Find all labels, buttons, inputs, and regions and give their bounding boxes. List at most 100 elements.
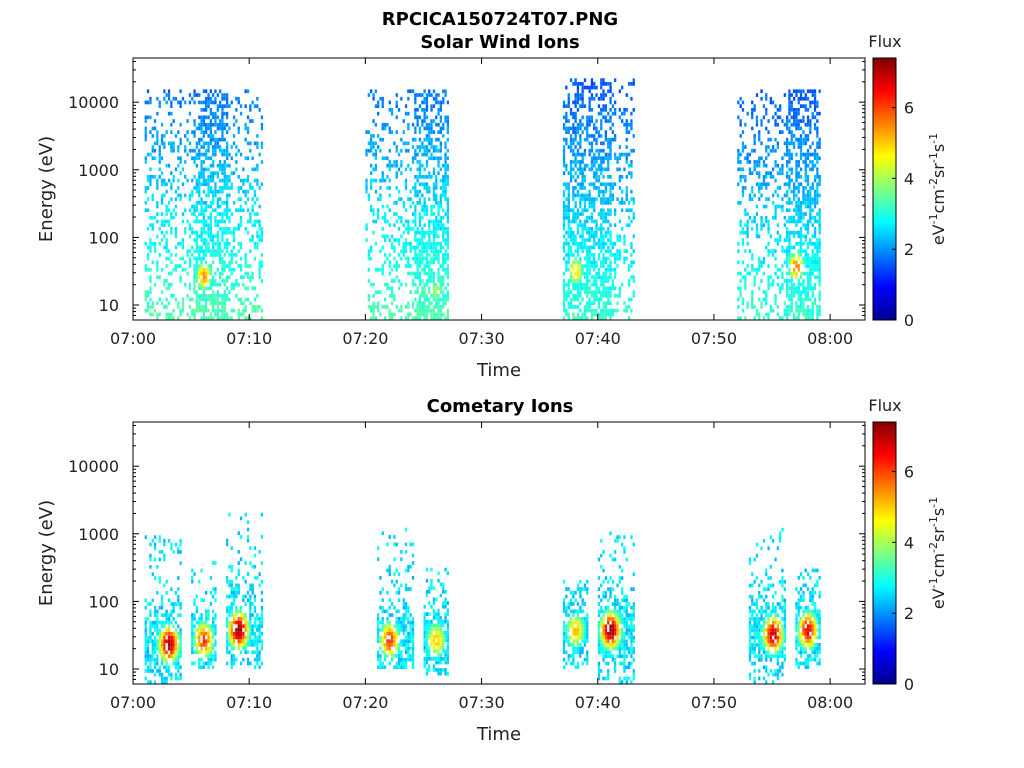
heatmap-cell [198, 624, 201, 629]
heatmap-cell [423, 119, 426, 123]
heatmap-cell [793, 230, 796, 235]
heatmap-cell [565, 264, 568, 268]
heatmap-cell [416, 160, 419, 164]
heatmap-cell [746, 160, 749, 164]
heatmap-cell [402, 602, 405, 606]
heatmap-cell [149, 178, 152, 183]
heatmap-cell [632, 82, 635, 86]
heatmap-cell [214, 639, 217, 643]
heatmap-cell [425, 241, 429, 246]
heatmap-cell [209, 312, 212, 317]
heatmap-cell [625, 197, 628, 201]
heatmap-cell [372, 316, 375, 320]
heatmap-cell [177, 624, 180, 629]
heatmap-cell [574, 134, 577, 138]
heatmap-cell [193, 156, 196, 161]
heatmap-cell [586, 264, 589, 268]
heatmap-cell [200, 616, 203, 621]
heatmap-cell [205, 178, 208, 183]
heatmap-cell [146, 643, 150, 647]
heatmap-cell [790, 271, 793, 276]
heatmap-cell [583, 148, 587, 153]
heatmap-cell [228, 126, 231, 131]
heatmap-cell [144, 598, 147, 603]
heatmap-cell [212, 275, 215, 280]
heatmap-cell [576, 316, 580, 320]
heatmap-cell [786, 282, 789, 287]
heatmap-cell [407, 230, 410, 235]
heatmap-cell [767, 279, 770, 283]
heatmap-cell [149, 100, 152, 105]
heatmap-cell [423, 241, 426, 246]
heatmap-cell [790, 294, 793, 298]
heatmap-cell [602, 160, 605, 164]
heatmap-cell [806, 119, 810, 123]
heatmap-cell [435, 201, 438, 205]
heatmap-cell [786, 163, 789, 168]
heatmap-cell [205, 130, 208, 134]
heatmap-cell [579, 271, 582, 276]
heatmap-cell [572, 160, 575, 164]
heatmap-cell [799, 119, 803, 123]
heatmap-cell [209, 576, 212, 580]
heatmap-cell [744, 286, 747, 291]
heatmap-cell [774, 189, 777, 194]
heatmap-cell [739, 279, 742, 283]
heatmap-cell [163, 680, 166, 684]
heatmap-cell [258, 550, 261, 554]
heatmap-cell [407, 89, 410, 94]
heatmap-cell [762, 115, 766, 120]
heatmap-cell [228, 219, 231, 224]
heatmap-cell [576, 108, 580, 112]
heatmap-cell [174, 676, 178, 681]
heatmap-cell [174, 665, 178, 670]
heatmap-cell [221, 256, 224, 261]
heatmap-cell [232, 227, 236, 231]
heatmap-cell [202, 275, 205, 280]
heatmap-cell [439, 279, 442, 283]
heatmap-cell [167, 249, 171, 253]
heatmap-cell [223, 171, 226, 175]
heatmap-cell [772, 249, 775, 253]
heatmap-cell [588, 108, 591, 112]
heatmap-cell [418, 238, 422, 242]
heatmap-cell [230, 635, 233, 640]
heatmap-cell [425, 152, 429, 157]
heatmap-cell [165, 628, 168, 632]
heatmap-cell [765, 294, 768, 298]
heatmap-cell [223, 186, 226, 190]
heatmap-cell [409, 312, 412, 317]
heatmap-cell [795, 108, 798, 112]
heatmap-cell [167, 672, 171, 677]
heatmap-cell [616, 238, 619, 242]
heatmap-cell [611, 253, 614, 257]
heatmap-cell [428, 230, 431, 235]
heatmap-cell [783, 193, 786, 198]
heatmap-cell [232, 308, 236, 313]
heatmap-cell [444, 316, 447, 320]
heatmap-cell [188, 256, 192, 261]
heatmap-cell [625, 160, 628, 164]
heatmap-cell [765, 186, 768, 190]
heatmap-cell [386, 186, 389, 190]
heatmap-cell [788, 208, 791, 213]
heatmap-cell [593, 294, 596, 298]
heatmap-cell [769, 96, 772, 101]
heatmap-cell [381, 104, 384, 108]
heatmap-cell [230, 267, 233, 272]
heatmap-cell [377, 650, 380, 655]
heatmap-cell [205, 104, 208, 108]
heatmap-cell [816, 186, 819, 190]
heatmap-cell [607, 163, 610, 168]
heatmap-cell [576, 96, 580, 101]
heatmap-cell [209, 89, 212, 94]
heatmap-cell [816, 316, 819, 320]
heatmap-cell [160, 267, 164, 272]
heatmap-cell [574, 137, 577, 142]
heatmap-cell [193, 613, 196, 617]
heatmap-cell [741, 297, 745, 302]
heatmap-cell [625, 175, 628, 179]
heatmap-cell [153, 535, 157, 539]
heatmap-cell [602, 167, 605, 172]
heatmap-cell [219, 148, 222, 153]
